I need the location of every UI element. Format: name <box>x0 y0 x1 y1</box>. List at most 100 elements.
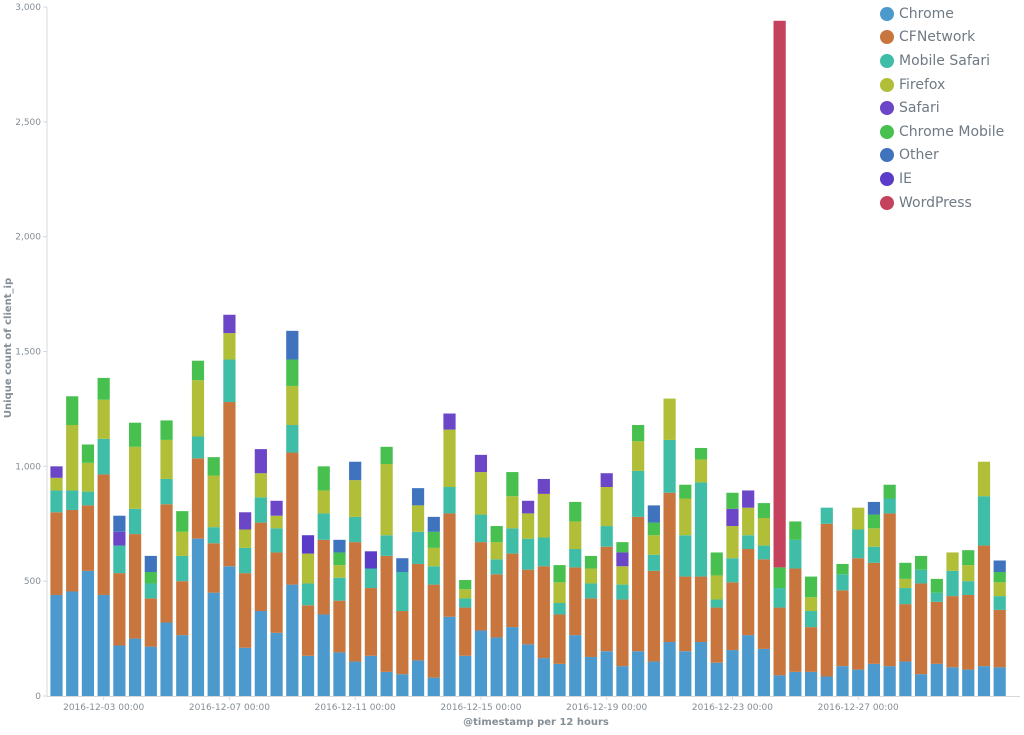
bar-segment-chrome[interactable] <box>349 661 362 696</box>
legend-item-mobile-safari[interactable]: Mobile Safari <box>880 49 1020 73</box>
bar-segment-cfnetwork[interactable] <box>113 573 126 646</box>
bar-segment-chrome[interactable] <box>946 667 959 696</box>
bar-segment-cfnetwork[interactable] <box>160 504 173 623</box>
bar-segment-mobile-safari[interactable] <box>569 549 582 568</box>
bar-segment-chrome-mobile[interactable] <box>804 576 818 598</box>
bar-stack[interactable] <box>97 377 110 696</box>
bar-segment-mobile-safari[interactable] <box>867 546 881 563</box>
bar-segment-chrome-mobile[interactable] <box>962 550 975 566</box>
bar-segment-chrome-mobile[interactable] <box>647 522 660 536</box>
bar-segment-chrome-mobile[interactable] <box>930 578 943 593</box>
bar-stack[interactable] <box>962 550 975 696</box>
bar-segment-chrome-mobile[interactable] <box>710 552 723 576</box>
bar-segment-safari[interactable] <box>443 413 456 430</box>
bar-segment-cfnetwork[interactable] <box>710 607 723 663</box>
bar-segment-cfnetwork[interactable] <box>852 558 865 670</box>
bar-segment-chrome[interactable] <box>804 671 818 696</box>
bar-segment-mobile-safari[interactable] <box>852 529 865 559</box>
bar-stack[interactable] <box>254 449 267 696</box>
bar-stack[interactable] <box>742 490 755 696</box>
bar-segment-mobile-safari[interactable] <box>930 592 943 602</box>
bar-stack[interactable] <box>867 501 881 696</box>
bar-stack[interactable] <box>160 420 173 696</box>
bar-segment-cfnetwork[interactable] <box>317 539 330 615</box>
bar-segment-chrome[interactable] <box>113 645 126 696</box>
bar-stack[interactable] <box>773 20 786 696</box>
bar-stack[interactable] <box>993 560 1006 697</box>
bar-segment-chrome-mobile[interactable] <box>679 484 692 499</box>
bar-segment-cfnetwork[interactable] <box>632 516 645 652</box>
bar-segment-firefox[interactable] <box>694 459 708 483</box>
bar-segment-firefox[interactable] <box>317 490 330 514</box>
bar-segment-firefox[interactable] <box>474 472 488 515</box>
bar-segment-chrome[interactable] <box>694 642 708 696</box>
bar-segment-cfnetwork[interactable] <box>600 546 613 652</box>
bar-segment-safari[interactable] <box>50 466 63 478</box>
bar-segment-cfnetwork[interactable] <box>867 562 881 664</box>
bar-segment-mobile-safari[interactable] <box>742 535 755 550</box>
bar-stack[interactable] <box>553 565 566 696</box>
bar-segment-cfnetwork[interactable] <box>474 542 488 631</box>
bar-segment-chrome[interactable] <box>836 666 849 696</box>
bar-stack[interactable] <box>144 555 157 696</box>
bar-segment-ie[interactable] <box>301 535 315 554</box>
bar-segment-mobile-safari[interactable] <box>333 577 346 601</box>
bar-segment-chrome[interactable] <box>773 675 786 696</box>
bar-stack[interactable] <box>349 461 362 696</box>
bar-segment-firefox[interactable] <box>191 380 205 437</box>
bar-segment-mobile-safari[interactable] <box>301 583 315 606</box>
bar-stack[interactable] <box>191 360 205 696</box>
bar-segment-firefox[interactable] <box>852 507 865 530</box>
bar-segment-cfnetwork[interactable] <box>81 505 95 571</box>
bar-stack[interactable] <box>600 473 613 696</box>
bar-segment-cfnetwork[interactable] <box>773 607 786 676</box>
bar-segment-chrome[interactable] <box>459 655 472 696</box>
bar-segment-chrome-mobile[interactable] <box>380 446 393 465</box>
bar-segment-mobile-safari[interactable] <box>380 535 393 556</box>
bar-segment-cfnetwork[interactable] <box>490 574 503 638</box>
bar-segment-mobile-safari[interactable] <box>679 535 692 577</box>
bar-segment-cfnetwork[interactable] <box>396 611 409 675</box>
bar-segment-firefox[interactable] <box>600 487 613 527</box>
bar-stack[interactable] <box>427 516 440 696</box>
bar-segment-other[interactable] <box>113 515 126 532</box>
bar-segment-chrome[interactable] <box>270 632 283 696</box>
bar-segment-chrome-mobile[interactable] <box>757 503 770 519</box>
bar-segment-mobile-safari[interactable] <box>317 513 330 540</box>
bar-stack[interactable] <box>396 558 409 696</box>
bar-stack[interactable] <box>50 466 63 696</box>
bar-stack[interactable] <box>113 515 126 696</box>
bar-segment-mobile-safari[interactable] <box>239 547 252 574</box>
bar-segment-chrome[interactable] <box>899 661 912 696</box>
bar-segment-mobile-safari[interactable] <box>726 558 739 583</box>
bar-segment-chrome-mobile[interactable] <box>176 511 189 532</box>
bar-segment-mobile-safari[interactable] <box>254 497 267 523</box>
bar-segment-chrome-mobile[interactable] <box>616 542 629 553</box>
bar-segment-firefox[interactable] <box>411 505 425 532</box>
bar-segment-firefox[interactable] <box>97 399 110 439</box>
bar-segment-firefox[interactable] <box>899 578 912 589</box>
bar-stack[interactable] <box>804 576 818 696</box>
bar-segment-chrome-mobile[interactable] <box>993 571 1006 583</box>
bar-segment-mobile-safari[interactable] <box>600 526 613 547</box>
bar-segment-cfnetwork[interactable] <box>380 555 393 672</box>
bar-segment-mobile-safari[interactable] <box>632 470 645 517</box>
bar-segment-chrome[interactable] <box>97 594 110 696</box>
bar-segment-firefox[interactable] <box>333 565 346 578</box>
bar-segment-firefox[interactable] <box>50 477 63 491</box>
bar-segment-chrome[interactable] <box>710 662 723 696</box>
bar-segment-mobile-safari[interactable] <box>113 545 126 574</box>
bar-segment-cfnetwork[interactable] <box>930 601 943 664</box>
bar-segment-cfnetwork[interactable] <box>301 605 315 656</box>
legend-item-firefox[interactable]: Firefox <box>880 73 1020 97</box>
bar-stack[interactable] <box>584 555 598 696</box>
bar-segment-safari[interactable] <box>726 508 739 527</box>
bar-segment-firefox[interactable] <box>742 507 755 536</box>
bar-segment-chrome-mobile[interactable] <box>333 552 346 566</box>
bar-segment-mobile-safari[interactable] <box>962 581 975 595</box>
legend-item-other[interactable]: Other <box>880 144 1020 168</box>
bar-segment-firefox[interactable] <box>459 589 472 599</box>
bar-segment-cfnetwork[interactable] <box>757 559 770 649</box>
bar-segment-mobile-safari[interactable] <box>537 537 550 567</box>
bar-segment-mobile-safari[interactable] <box>647 554 660 571</box>
